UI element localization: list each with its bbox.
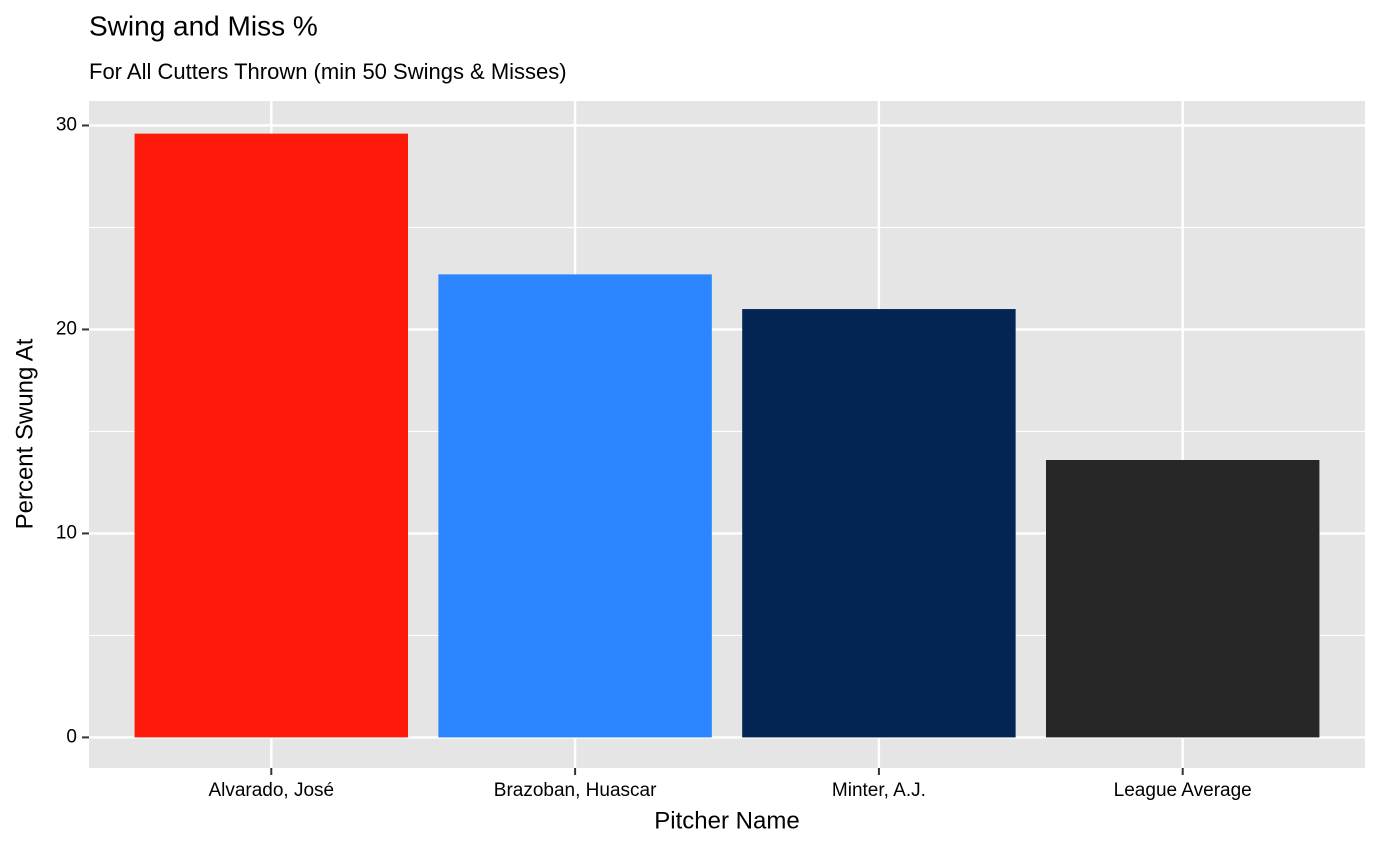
chart-subtitle: For All Cutters Thrown (min 50 Swings & … [89,59,567,84]
x-tick-label: Alvarado, José [208,780,334,801]
x-tick-label: Brazoban, Huascar [494,780,657,801]
y-tick-label: 10 [56,522,77,543]
y-tick-label: 0 [66,726,77,747]
bar [1046,459,1320,738]
chart-title: Swing and Miss % [89,10,318,41]
x-tick-label: Minter, A.J. [832,780,926,801]
y-tick-label: 20 [56,318,77,339]
y-axis-label: Percent Swung At [11,338,38,529]
y-tick-label: 30 [56,114,77,135]
x-tick-label: League Average [1114,780,1252,801]
bar [742,309,1016,738]
bar [438,274,712,738]
bar [134,133,409,738]
x-axis-label: Pitcher Name [654,807,799,834]
